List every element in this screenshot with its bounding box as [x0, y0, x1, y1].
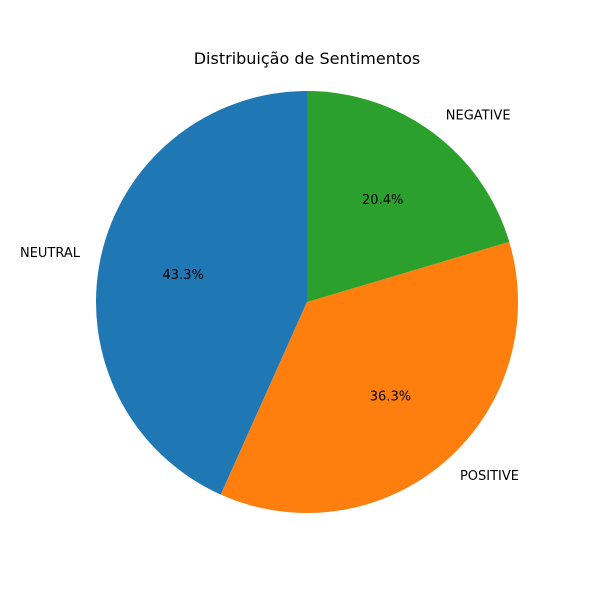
pie-slices	[96, 91, 519, 513]
pie-slice-negative	[307, 91, 510, 302]
pie-labels: NEUTRAL 43.3% POSITIVE 36.3% NEGATIVE 20.4%	[20, 108, 519, 484]
slice-label-positive: POSITIVE	[460, 469, 519, 484]
slice-label-neutral: NEUTRAL	[20, 246, 81, 261]
pie-slice-positive	[220, 241, 519, 513]
slice-percent-positive: 36.3%	[370, 390, 411, 405]
pie-slice-neutral	[96, 91, 307, 495]
slice-label-negative: NEGATIVE	[446, 108, 511, 123]
chart-title: Distribuição de Sentimentos	[194, 49, 421, 68]
slice-percent-negative: 20.4%	[362, 193, 403, 208]
slice-percent-neutral: 43.3%	[163, 268, 204, 283]
